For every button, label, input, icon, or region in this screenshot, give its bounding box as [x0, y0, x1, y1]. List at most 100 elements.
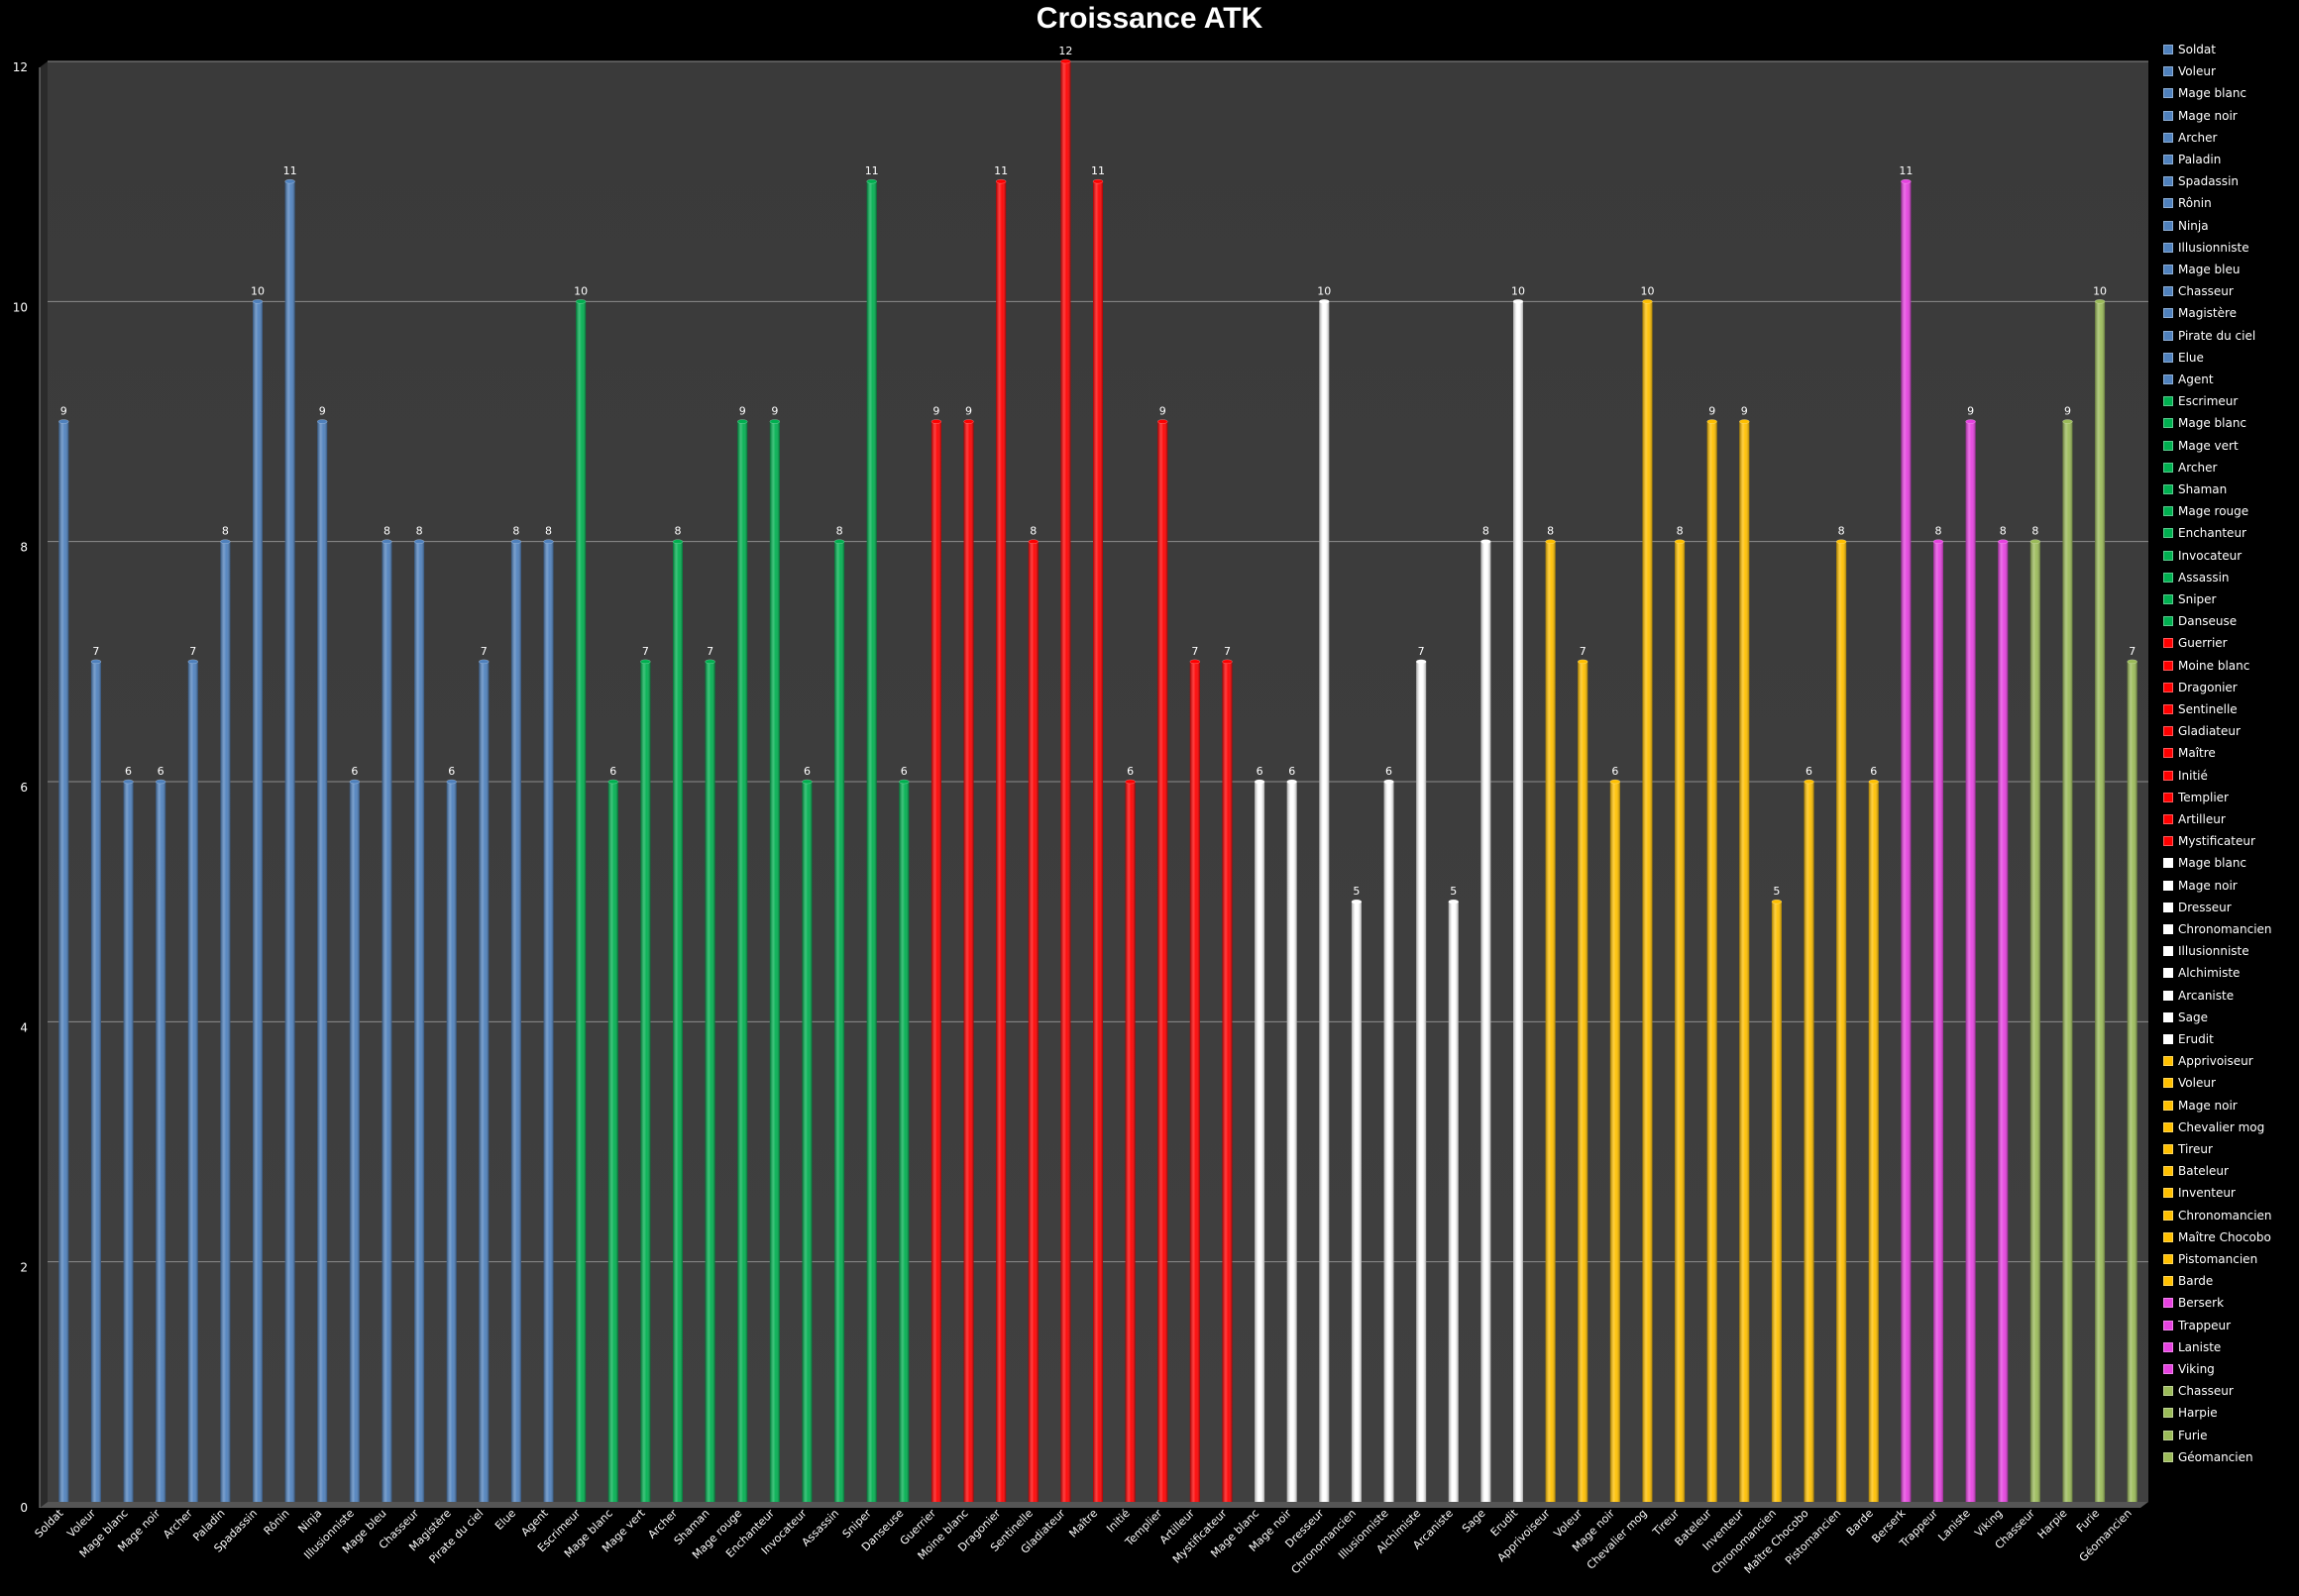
x-tick-label: Initié: [1104, 1507, 1133, 1536]
bar: [899, 779, 910, 1502]
legend-label: Harpie: [2178, 1406, 2218, 1421]
legend-item: Barde: [2163, 1271, 2213, 1291]
legend-label: Sentinelle: [2178, 702, 2238, 716]
legend-swatch: [2163, 396, 2173, 407]
bar: [413, 539, 425, 1502]
legend-swatch: [2163, 726, 2173, 737]
bar: [1674, 539, 1686, 1502]
legend-label: Inventeur: [2178, 1186, 2236, 1201]
data-label: 7: [707, 645, 713, 658]
data-labels: 9 7 6 6 7 8 10 11 9 6 8 8 6 7 8 8 10 6 7 8 7 9 9 6 8 11 6 9 9 11 8 12 11…: [60, 45, 2135, 898]
data-label: 9: [771, 405, 778, 418]
bar: [1189, 659, 1201, 1502]
legend-label: Tireur: [2178, 1142, 2213, 1156]
bar: [931, 419, 942, 1502]
legend-label: Invocateur: [2178, 548, 2243, 563]
legend-label: Chronomancien: [2178, 1208, 2272, 1223]
legend-label: Agent: [2178, 372, 2214, 386]
data-label: 9: [965, 405, 972, 418]
legend-swatch: [2163, 1298, 2173, 1309]
legend-item: Géomancien: [2163, 1447, 2253, 1467]
bar: [155, 779, 166, 1502]
legend-item: Sentinelle: [2163, 699, 2238, 719]
bar: [1092, 178, 1104, 1503]
legend-swatch: [2163, 1231, 2173, 1242]
x-tick-label: Archer: [161, 1507, 195, 1542]
data-label: 10: [1640, 284, 1654, 297]
legend-item: Chevalier mog: [2163, 1117, 2264, 1137]
legend-swatch: [2163, 132, 2173, 143]
legend-label: Guerrier: [2178, 636, 2228, 651]
data-label: 7: [1224, 645, 1231, 658]
legend-item: Danseuse: [2163, 611, 2237, 631]
legend-item: Furie: [2163, 1426, 2208, 1445]
legend-label: Assassin: [2178, 570, 2230, 585]
data-label: 6: [1611, 765, 1618, 778]
legend-swatch: [2163, 1210, 2173, 1221]
legend-swatch: [2163, 946, 2173, 957]
legend-item: Maître Chocobo: [2163, 1227, 2271, 1247]
legend-label: Archer: [2178, 460, 2218, 475]
legend-item: Voleur: [2163, 1073, 2216, 1093]
legend-item: Arcaniste: [2163, 986, 2234, 1006]
data-label: 6: [1288, 765, 1295, 778]
x-tick-label: Harpie: [2035, 1507, 2070, 1542]
legend-item: Apprivoiseur: [2163, 1051, 2253, 1071]
legend-label: Chasseur: [2178, 284, 2234, 299]
legend-swatch: [2163, 286, 2173, 297]
legend-item: Erudit: [2163, 1029, 2214, 1049]
data-label: 9: [2064, 405, 2071, 418]
bar: [833, 539, 845, 1502]
legend-swatch: [2163, 660, 2173, 671]
bar: [123, 779, 134, 1502]
data-label: 10: [251, 284, 265, 297]
legend-label: Chronomancien: [2178, 922, 2272, 936]
data-label: 7: [642, 645, 649, 658]
legend-label: Barde: [2178, 1274, 2214, 1289]
data-label: 5: [1450, 885, 1457, 898]
bar: [510, 539, 522, 1502]
legend-item: Paladin: [2163, 150, 2221, 169]
legend-item: Elue: [2163, 348, 2204, 368]
legend-swatch: [2163, 308, 2173, 319]
bar: [607, 779, 619, 1502]
data-label: 7: [481, 645, 488, 658]
legend-item: Viking: [2163, 1359, 2215, 1379]
legend-label: Mage noir: [2178, 1098, 2238, 1113]
chart-title: Croissance ATK: [1036, 2, 1263, 35]
legend-swatch: [2163, 1144, 2173, 1154]
legend-label: Danseuse: [2178, 614, 2238, 629]
legend-item: Archer: [2163, 458, 2217, 478]
legend-label: Erudit: [2178, 1032, 2214, 1046]
data-label: 6: [1806, 765, 1812, 778]
legend-label: Spadassin: [2178, 174, 2240, 189]
legend-swatch: [2163, 352, 2173, 363]
bar: [543, 539, 554, 1502]
legend-item: Templier: [2163, 788, 2229, 807]
legend-label: Alchimiste: [2178, 966, 2241, 981]
data-label: 7: [2129, 645, 2135, 658]
bar: [1771, 899, 1783, 1502]
legend-swatch: [2163, 110, 2173, 121]
bar: [802, 779, 813, 1502]
legend-label: Mage vert: [2178, 438, 2239, 453]
legend-swatch: [2163, 1056, 2173, 1067]
legend-label: Dresseur: [2178, 900, 2232, 914]
legend-label: Gladiateur: [2178, 724, 2241, 739]
legend-swatch: [2163, 594, 2173, 604]
bar: [1706, 419, 1717, 1502]
legend-item: Invocateur: [2163, 546, 2242, 566]
data-label: 8: [545, 525, 552, 538]
legend-label: Enchanteur: [2178, 526, 2246, 541]
legend-label: Mage blanc: [2178, 86, 2247, 101]
bar: [2062, 419, 2073, 1502]
legend-label: Soldat: [2178, 43, 2216, 56]
y-tick-label: 4: [20, 1020, 28, 1034]
legend-label: Initié: [2178, 768, 2208, 783]
bar: [58, 419, 69, 1502]
bar: [705, 659, 715, 1502]
legend-label: Berserk: [2178, 1296, 2225, 1311]
legend-swatch: [2163, 374, 2173, 384]
legend-swatch: [2163, 1188, 2173, 1199]
